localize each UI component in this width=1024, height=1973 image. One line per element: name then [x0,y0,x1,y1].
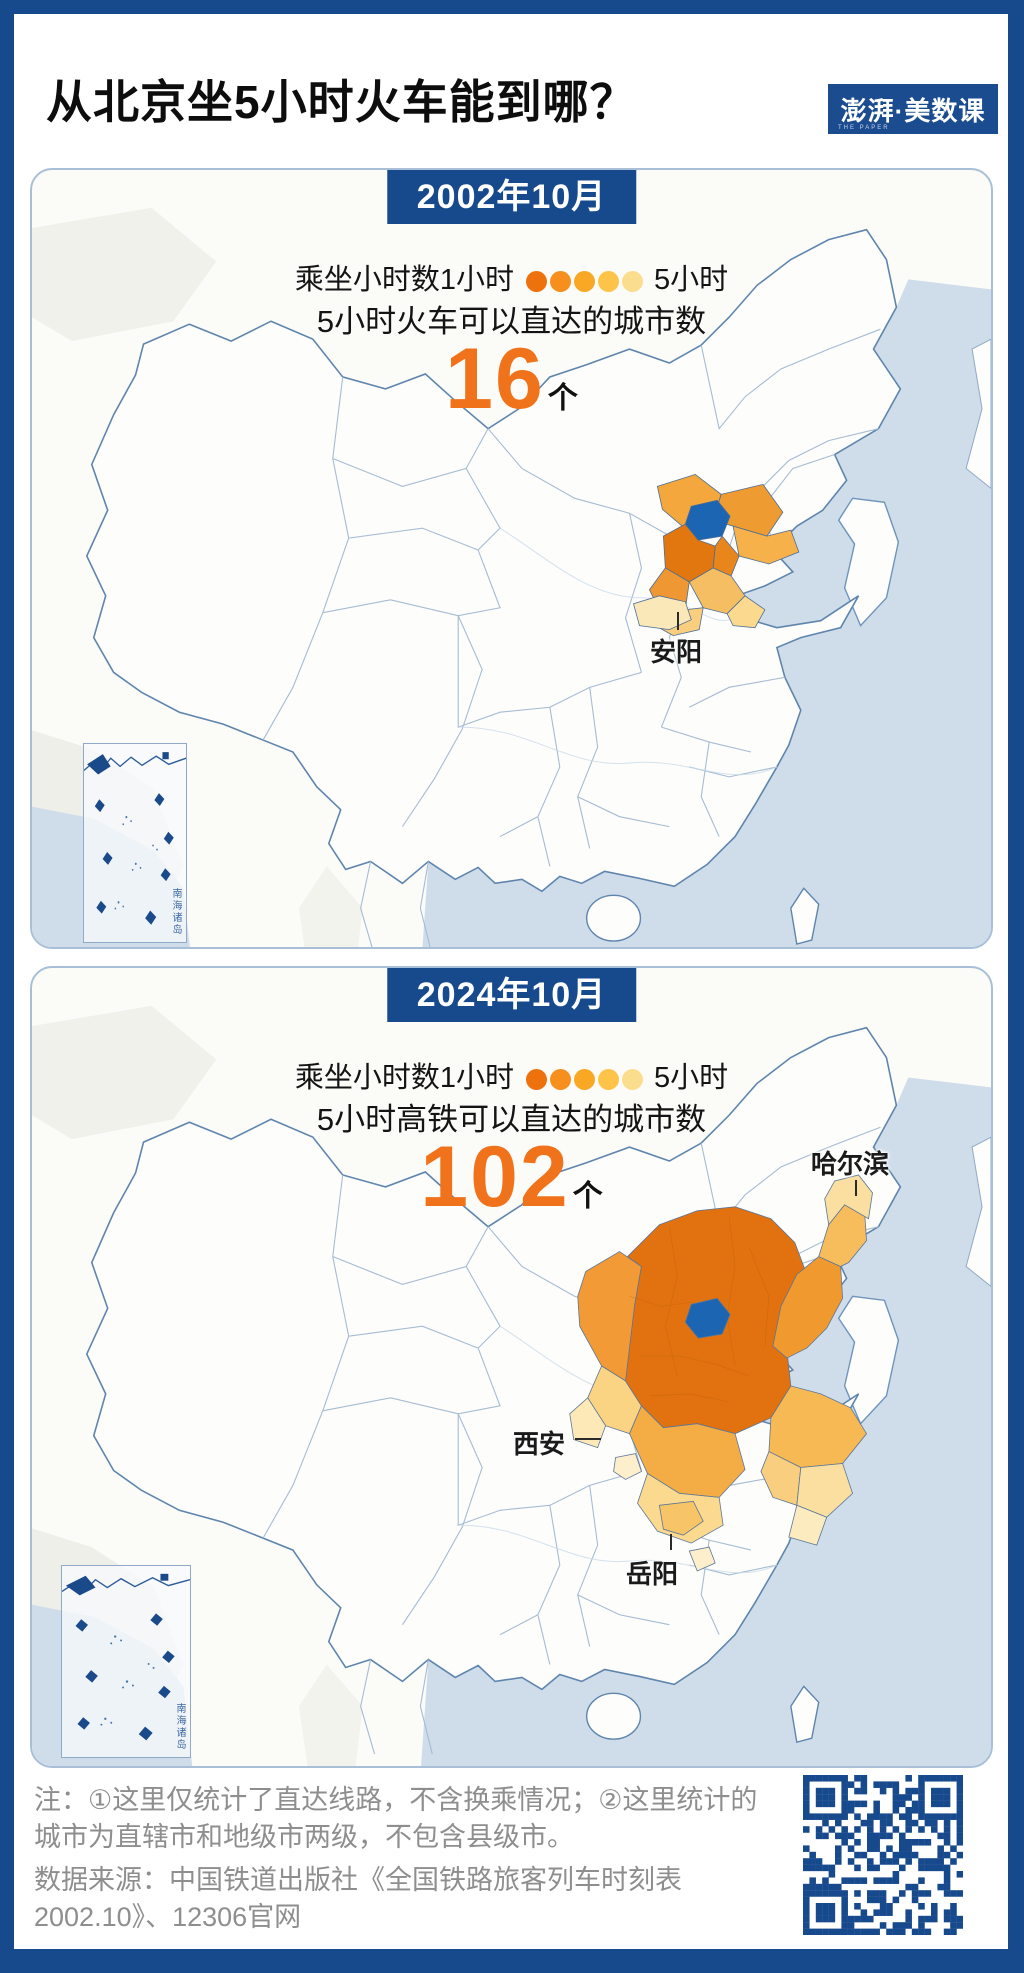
china-map-2024 [32,1005,991,1766]
city-count-number: 16 [445,331,545,427]
footer-source-line2: 2002.10》、12306官网 [34,1902,302,1932]
anyang-pointer-line [677,612,679,630]
legend-color-dots [524,1065,644,1098]
legend-prefix: 乘坐小时数1小时 [294,1062,514,1094]
metric-label-2024: 5小时高铁可以直达的城市数 [316,1102,707,1137]
legend-dot-3 [573,1069,595,1090]
city-label-anyang: 安阳 [650,637,703,667]
period-badge-2024: 2024年10月 [386,968,637,1022]
yueyang-pointer-line [670,1534,672,1550]
brand-logo-text: 澎湃·美数课 [840,95,986,126]
footer-note-line1: 注：①这里仅统计了直达线路，不含换乘情况；②这里统计的 [34,1785,758,1815]
page-title: 从北京坐5小时火车能到哪？ [46,76,637,128]
legend-dot-1 [525,271,547,292]
legend-dot-4 [597,271,619,292]
legend-dot-5 [621,271,643,292]
footer-note-line2: 城市为直辖市和地级市两级，不包含县级市。 [34,1822,574,1852]
south-china-sea-label: 南海诸岛 [170,888,181,936]
ride-hours-legend: 乘坐小时数1小时 5小时 [32,1054,991,1098]
frame-top [0,0,1024,14]
map-card-2024: 2024年10月 乘坐小时数1小时 5小时 5小时高铁可以直达的城市数 102 个… [30,966,993,1768]
legend-suffix: 5小时 [654,1062,729,1094]
reachable-cluster-2002 [633,473,800,637]
qr-code [803,1775,964,1936]
map-card-2002: 2002年10月 乘坐小时数1小时 5小时 5小时火车可以直达的城市数 16 个 … [30,168,993,949]
legend-dot-4 [597,1069,619,1090]
reachable-cluster-2024 [569,1174,873,1572]
legend-dot-2 [549,1069,571,1090]
frame-right [1008,0,1024,1973]
legend-dot-5 [621,1069,643,1090]
footer-note: 注：①这里仅统计了直达线路，不含换乘情况；②这里统计的 城市为直辖市和地级市两级… [34,1782,757,1856]
city-count-2002: 16 个 [32,330,991,429]
legend-prefix: 乘坐小时数1小时 [294,264,514,296]
period-badge-2002: 2002年10月 [386,170,637,224]
ride-hours-legend: 乘坐小时数1小时 5小时 [32,256,991,300]
harbin-pointer-line [855,1180,857,1196]
city-label-yueyang: 岳阳 [626,1559,679,1589]
footer-source: 数据来源：中国铁道出版社《全国铁路旅客列车时刻表 2002.10》、12306官… [34,1862,682,1936]
frame-bottom [0,1949,1024,1973]
brand-logo-subtext: THE PAPER [838,125,890,131]
south-china-sea-label: 南海诸岛 [174,1703,185,1751]
frame-left [0,0,14,1973]
city-label-xian: 西安 [513,1429,566,1459]
legend-dot-1 [525,1069,547,1090]
city-count-number: 102 [420,1129,570,1225]
china-map-2002 [32,207,991,947]
legend-dot-3 [573,271,595,292]
xian-pointer-line [575,1438,601,1440]
legend-color-dots [524,267,644,300]
legend-dot-2 [549,271,571,292]
legend-suffix: 5小时 [654,264,729,296]
footer-source-line1: 数据来源：中国铁道出版社《全国铁路旅客列车时刻表 [34,1865,682,1895]
city-count-unit: 个 [547,382,578,415]
south-china-sea-inset-2002: 南海诸岛 [83,743,187,943]
city-label-harbin: 哈尔滨 [811,1149,890,1179]
brand-logo: 澎湃·美数课 THE PAPER [828,84,998,134]
city-count-2024: 102 个 [32,1128,991,1227]
inset-map-art [62,1573,190,1742]
metric-label-2002: 5小时火车可以直达的城市数 [316,304,707,339]
south-china-sea-inset-2024: 南海诸岛 [61,1565,191,1758]
city-count-unit: 个 [572,1180,603,1213]
